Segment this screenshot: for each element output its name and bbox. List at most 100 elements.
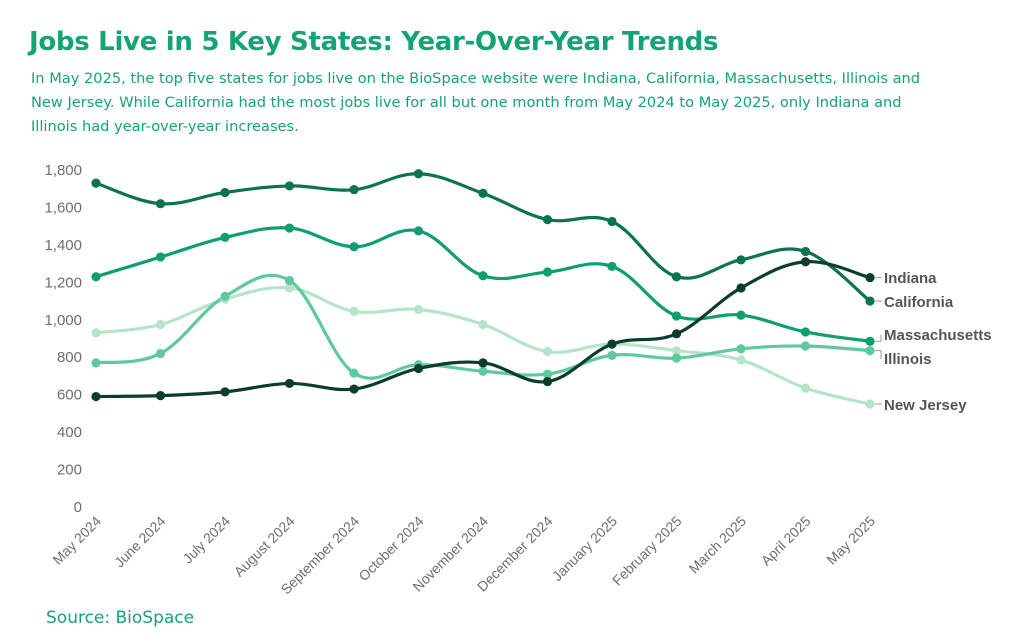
point-california <box>91 178 101 188</box>
point-new-jersey <box>478 319 488 330</box>
point-california <box>542 215 553 225</box>
point-massachusetts <box>607 261 617 272</box>
point-massachusetts <box>349 242 359 252</box>
point-illinois <box>607 350 617 360</box>
point-california <box>155 199 166 209</box>
point-illinois <box>800 341 811 351</box>
point-illinois <box>478 366 488 376</box>
point-california <box>284 181 295 191</box>
x-tick-label: June 2024 <box>111 513 169 571</box>
y-tick-label: 0 <box>74 499 82 516</box>
point-california <box>671 272 682 282</box>
point-new-jersey <box>91 328 101 338</box>
leader-line-california <box>875 300 882 302</box>
point-massachusetts <box>220 232 230 242</box>
point-massachusetts <box>671 311 682 321</box>
point-indiana <box>220 387 230 397</box>
y-tick-label: 200 <box>57 462 82 479</box>
point-massachusetts <box>91 272 101 282</box>
point-california <box>349 185 359 195</box>
point-new-jersey <box>155 319 166 330</box>
point-illinois <box>542 369 553 379</box>
point-california <box>478 188 488 199</box>
point-indiana <box>155 391 166 401</box>
series-points <box>91 169 875 409</box>
point-massachusetts <box>800 327 811 337</box>
series-label-new-jersey: New Jersey <box>884 397 967 414</box>
y-tick-label: 600 <box>57 387 82 404</box>
point-massachusetts <box>542 267 553 277</box>
leader-line-new-jersey <box>875 403 882 405</box>
y-tick-label: 1,000 <box>44 312 82 329</box>
point-illinois <box>284 275 295 286</box>
chart-title: Jobs Live in 5 Key States: Year-Over-Yea… <box>29 27 719 57</box>
point-indiana <box>478 358 488 368</box>
point-indiana <box>413 363 424 374</box>
point-new-jersey <box>865 399 875 409</box>
point-new-jersey <box>349 306 359 316</box>
point-massachusetts <box>155 252 166 262</box>
point-california <box>736 255 746 265</box>
point-new-jersey <box>284 283 295 293</box>
point-massachusetts <box>865 336 875 346</box>
x-tick-label: May 2024 <box>49 513 104 568</box>
x-tick-label: February 2025 <box>609 513 685 589</box>
series-label-california: California <box>884 294 954 311</box>
leader-line-massachusetts <box>875 335 882 342</box>
x-tick-label: August 2024 <box>231 513 298 580</box>
y-tick-label: 1,600 <box>44 199 82 216</box>
y-tick-label: 1,400 <box>44 237 82 254</box>
point-new-jersey <box>671 346 682 356</box>
x-tick-label: April 2025 <box>758 513 814 569</box>
point-california <box>607 216 617 227</box>
point-illinois <box>671 353 682 363</box>
point-massachusetts <box>413 226 424 236</box>
y-tick-label: 1,800 <box>44 162 82 179</box>
point-massachusetts <box>736 310 746 320</box>
point-california <box>800 246 811 257</box>
chart-subtitle: In May 2025, the top five states for job… <box>31 70 921 135</box>
series-labels: Indiana California Massachusetts Illinois Ne… <box>875 270 992 414</box>
point-california <box>413 169 424 179</box>
point-massachusetts <box>478 271 488 281</box>
series-label-indiana: Indiana <box>884 270 937 287</box>
point-illinois <box>349 368 359 378</box>
point-new-jersey <box>800 383 811 393</box>
point-california <box>220 187 230 198</box>
point-indiana <box>607 339 617 349</box>
point-indiana <box>865 273 875 283</box>
line-indiana <box>94 260 872 399</box>
point-illinois <box>736 344 746 354</box>
point-illinois <box>220 291 230 301</box>
point-new-jersey <box>413 304 424 315</box>
y-tick-label: 1,200 <box>44 274 82 291</box>
leader-line-illinois <box>875 350 882 359</box>
x-tick-label: July 2024 <box>179 513 233 567</box>
point-indiana <box>542 376 553 387</box>
point-indiana <box>284 378 295 389</box>
point-illinois <box>91 358 101 368</box>
y-tick-label: 800 <box>57 349 82 366</box>
series-label-massachusetts: Massachusetts <box>884 327 992 344</box>
point-new-jersey <box>542 347 553 357</box>
point-new-jersey <box>736 355 746 365</box>
y-axis: 0 200 400 600 800 1,000 1,200 1,400 1,600 1,800 <box>44 162 82 516</box>
x-tick-label: March 2025 <box>686 513 750 577</box>
series-label-illinois: Illinois <box>884 351 932 368</box>
point-massachusetts <box>284 223 295 233</box>
point-california <box>865 296 875 306</box>
point-indiana <box>349 384 359 394</box>
x-tick-label: May 2025 <box>823 513 878 568</box>
x-tick-label: January 2025 <box>549 513 620 584</box>
y-tick-label: 400 <box>57 424 82 441</box>
point-indiana <box>91 391 101 402</box>
point-illinois <box>865 346 875 356</box>
point-illinois <box>155 348 166 359</box>
point-indiana <box>736 283 746 293</box>
point-indiana <box>671 329 682 339</box>
point-indiana <box>800 257 811 267</box>
x-tick-label: October 2024 <box>355 513 426 584</box>
source-note: Source: BioSpace <box>46 608 195 628</box>
